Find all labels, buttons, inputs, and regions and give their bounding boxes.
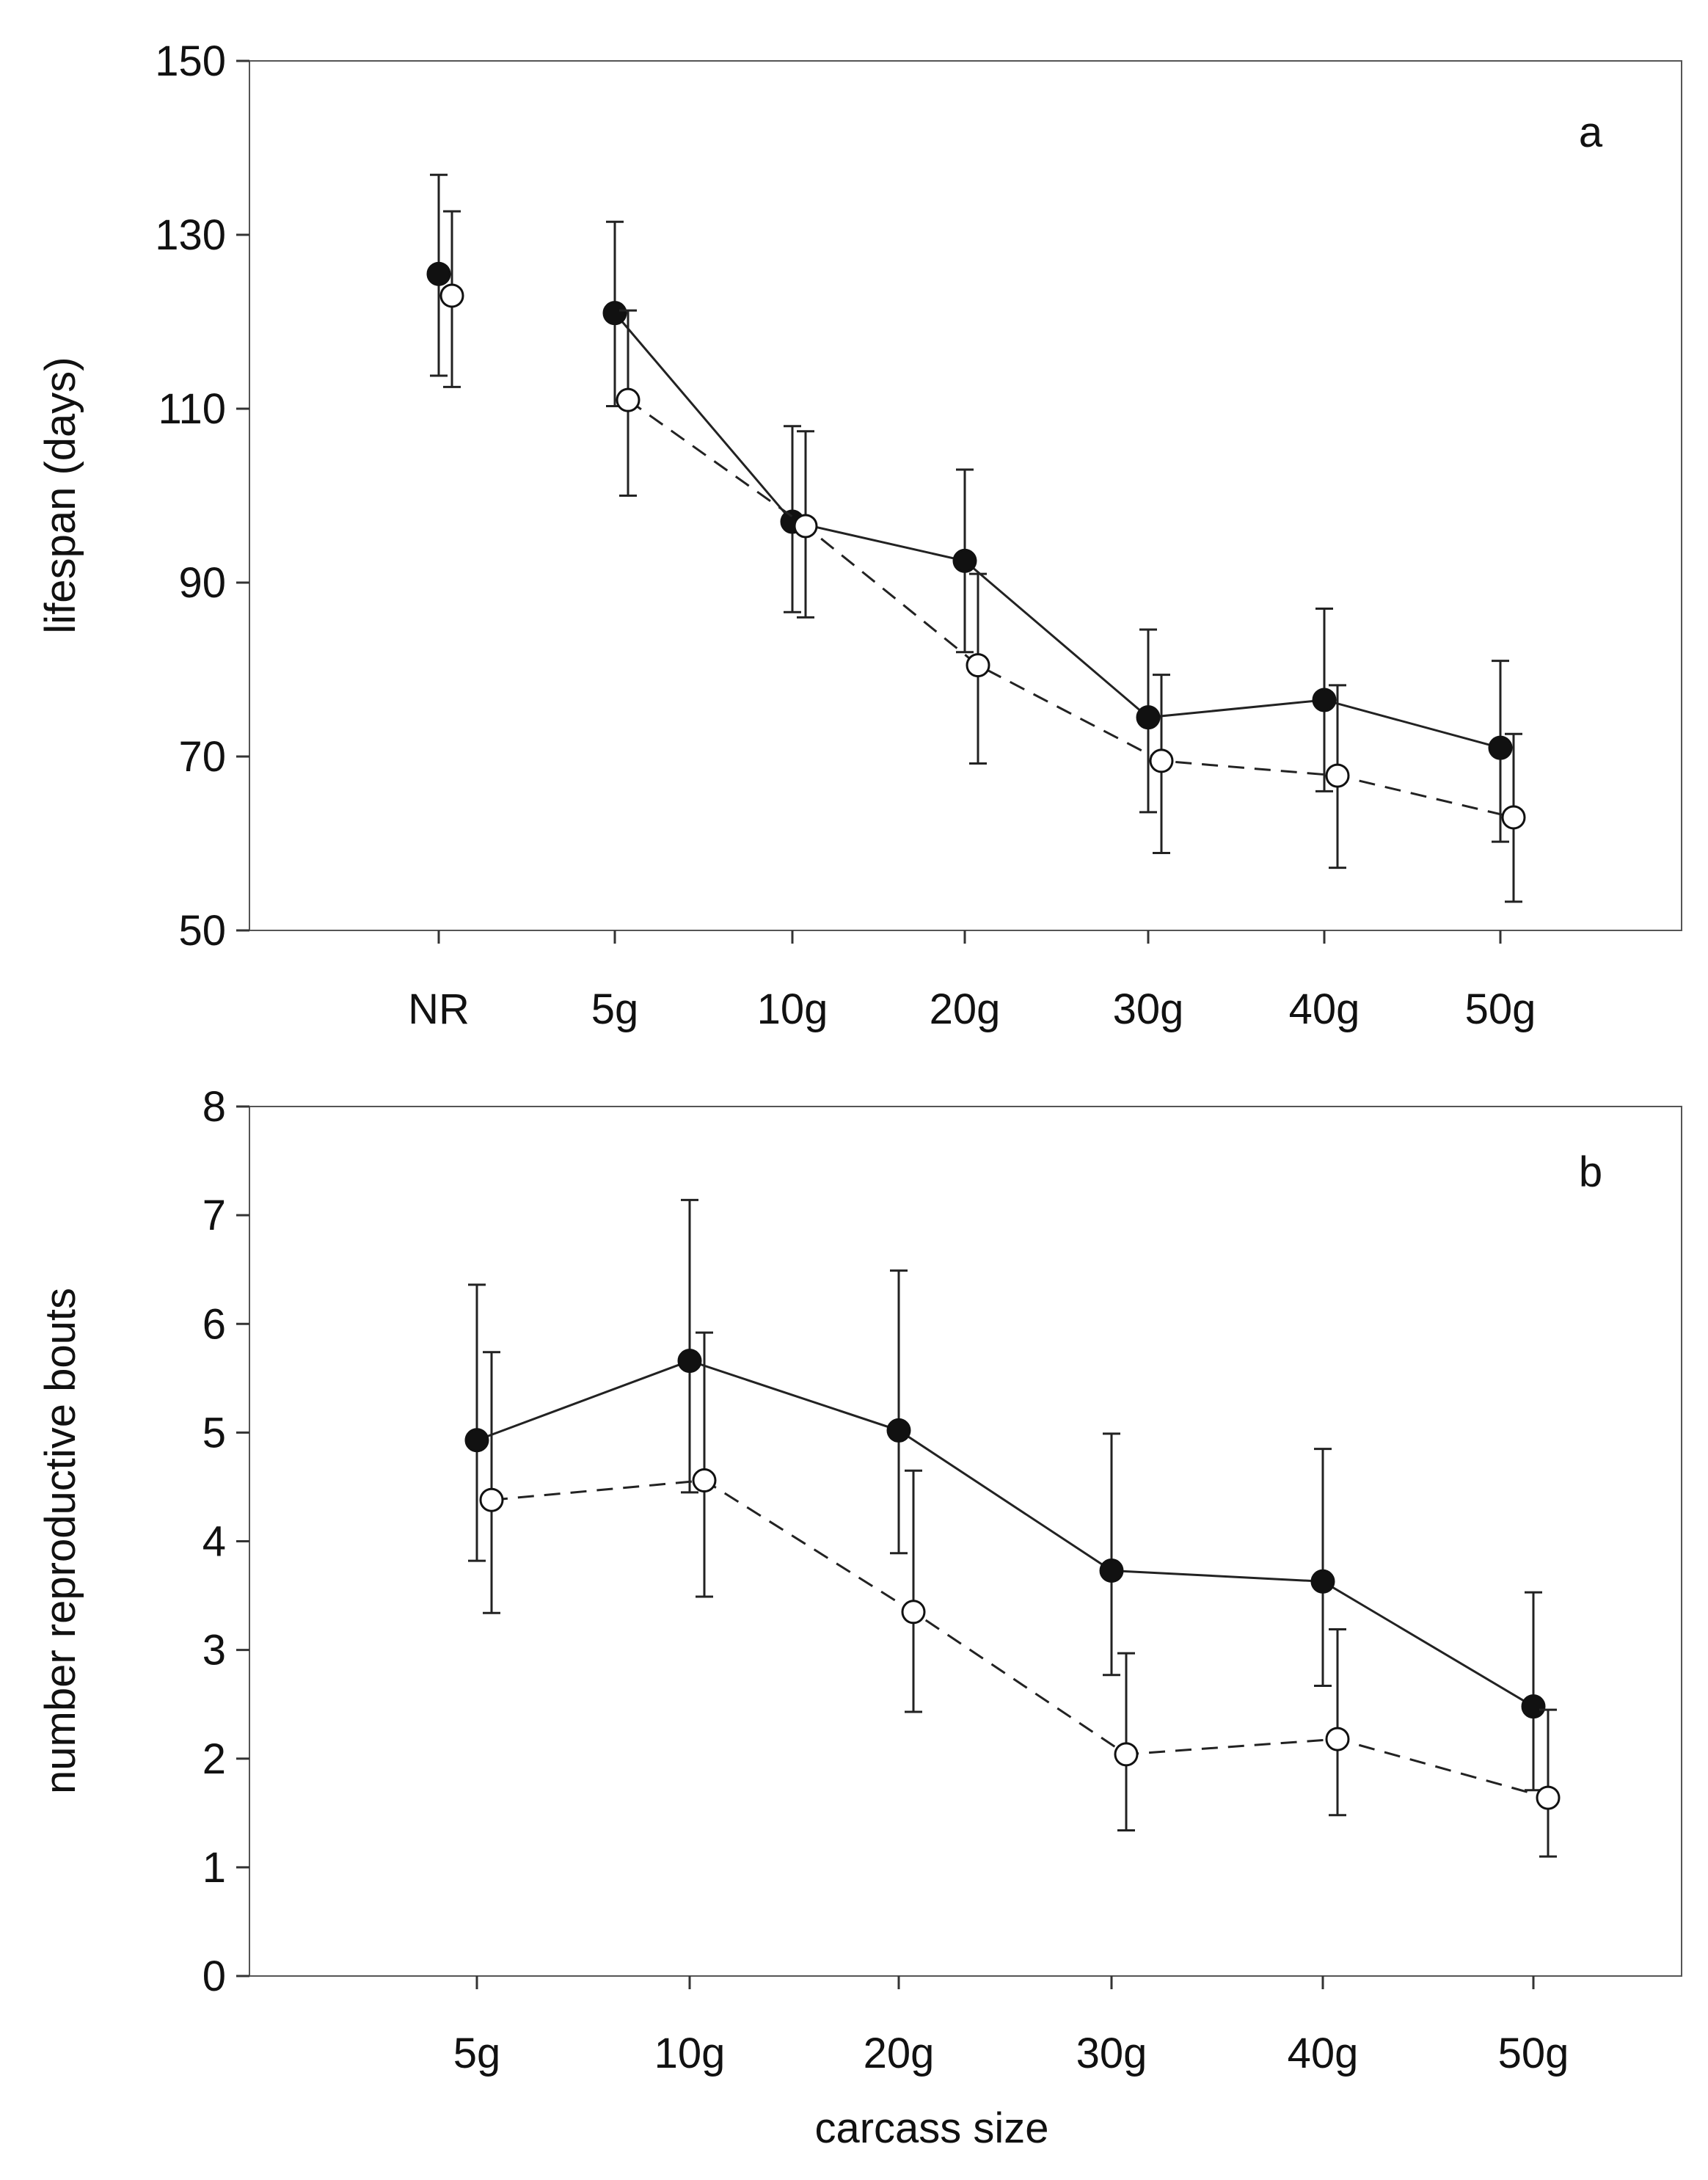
panel-b-series-filled-point-1 <box>677 1349 702 1374</box>
panel-a-series <box>426 173 1526 903</box>
panel-b-letter: b <box>1579 1148 1602 1196</box>
panel-a-x-tick-label-2: 10g <box>757 985 828 1033</box>
panel-b-series-open-point-0 <box>479 1487 504 1512</box>
panel-a-y-tick-label-4: 130 <box>155 211 226 259</box>
panel-b-x-tick-label-2: 20g <box>864 2030 935 2077</box>
panel-a-series-open-point-0 <box>439 283 464 308</box>
panel-b-series-filled-point-2 <box>886 1418 911 1443</box>
panel-a-y-axis: 50 70 90 110 130 150 <box>155 37 249 955</box>
panel-b-x-axis: 5g 10g 20g 30g 40g 50g <box>453 1976 1569 2077</box>
panel-b-series-open-point-5 <box>1536 1785 1561 1810</box>
panel-a-series-open-point-5 <box>1325 763 1350 788</box>
panel-a-x-axis: NR 5g 10g 20g 30g 40g 50g <box>408 930 1536 1033</box>
panel-a-y-tick-label-5: 150 <box>155 37 226 85</box>
panel-b-y-axis: 0 1 2 3 4 5 6 7 8 <box>202 1083 249 2000</box>
panel-a-y-tick-label-2: 90 <box>178 559 226 607</box>
panel-b-y-tick-label-8: 8 <box>202 1083 226 1131</box>
panel-b-y-tick-label-3: 3 <box>202 1627 226 1674</box>
panel-a-series-filled-point-1 <box>602 301 627 326</box>
panel-a-x-tick-label-0: NR <box>408 985 470 1033</box>
panel-b-y-tick-label-1: 1 <box>202 1844 226 1892</box>
panel-a-x-tick-label-6: 50g <box>1465 985 1536 1033</box>
panel-b-plot-frame <box>249 1106 1682 1977</box>
panel-b-series-filled-point-4 <box>1310 1569 1335 1594</box>
panel-b-y-tick-label-4: 4 <box>202 1518 226 1566</box>
panel-a-series-open-point-6 <box>1501 805 1526 830</box>
panel-a-y-tick-label-0: 50 <box>178 907 226 955</box>
panel-b-y-axis-title: number reproductive bouts <box>37 1288 84 1794</box>
panel-b-series-open-point-3 <box>1114 1742 1139 1767</box>
panel-b-y-tick-label-6: 6 <box>202 1300 226 1348</box>
panel-b-series-open-line <box>491 1479 1549 1799</box>
panel-b-series-open-point-1 <box>692 1468 717 1493</box>
panel-b-series <box>464 1198 1561 1858</box>
panel-a-x-tick-label-4: 30g <box>1113 985 1184 1033</box>
panel-a-series-filled-point-0 <box>426 261 451 286</box>
panel-b-y-tick-label-0: 0 <box>202 1953 226 2000</box>
panel-b-series-open-point-2 <box>901 1600 926 1625</box>
panel-a-series-open-point-4 <box>1149 748 1174 773</box>
panel-a-series-filled-point-4 <box>1136 705 1161 730</box>
panel-a-x-tick-label-1: 5g <box>591 985 639 1033</box>
panel-a-series-open-point-1 <box>616 387 640 412</box>
panel-b-x-tick-label-0: 5g <box>453 2030 501 2077</box>
panel-a-series-open-line <box>627 398 1514 819</box>
panel-b-reproductive-bouts: 0 1 2 3 4 5 6 7 8 5g 10g 20g 30g 40g 50g b number rep… <box>37 1083 1682 2152</box>
panel-a-series-open-point-2 <box>793 514 818 539</box>
panel-a-series-filled-point-6 <box>1488 735 1513 760</box>
panel-a-x-tick-label-3: 20g <box>930 985 1001 1033</box>
panel-b-series-filled-point-5 <box>1521 1694 1546 1719</box>
panel-b-series-filled-line <box>476 1360 1534 1707</box>
panel-a-series-filled-point-3 <box>952 548 977 573</box>
panel-b-series-filled-point-3 <box>1099 1558 1124 1583</box>
panel-a-y-tick-label-3: 110 <box>158 385 226 433</box>
panel-a-series-filled-point-5 <box>1312 688 1337 712</box>
panel-b-y-tick-label-5: 5 <box>202 1409 226 1457</box>
panel-a-x-tick-label-5: 40g <box>1289 985 1360 1033</box>
panel-a-y-tick-label-1: 70 <box>178 733 226 781</box>
panel-a-y-axis-title: lifespan (days) <box>37 357 84 633</box>
panel-b-x-tick-label-4: 40g <box>1288 2030 1359 2077</box>
panel-a-series-open-point-3 <box>966 653 990 678</box>
panel-b-x-tick-label-3: 30g <box>1076 2030 1147 2077</box>
panel-b-y-tick-label-2: 2 <box>202 1735 226 1783</box>
panel-b-series-open-point-4 <box>1325 1727 1350 1751</box>
panel-a-letter: a <box>1579 109 1603 156</box>
panel-b-x-tick-label-1: 10g <box>654 2030 726 2077</box>
panel-b-x-axis-title: carcass size <box>814 2104 1048 2152</box>
panel-b-x-tick-label-5: 50g <box>1498 2030 1569 2077</box>
panel-a-series-filled-line <box>613 312 1501 749</box>
panel-a-lifespan: 50 70 90 110 130 150 NR 5g 10g 20g 30g 40g 50g a li… <box>37 37 1682 1033</box>
panel-b-y-tick-label-7: 7 <box>202 1192 226 1239</box>
panel-b-series-filled-point-0 <box>464 1428 489 1453</box>
